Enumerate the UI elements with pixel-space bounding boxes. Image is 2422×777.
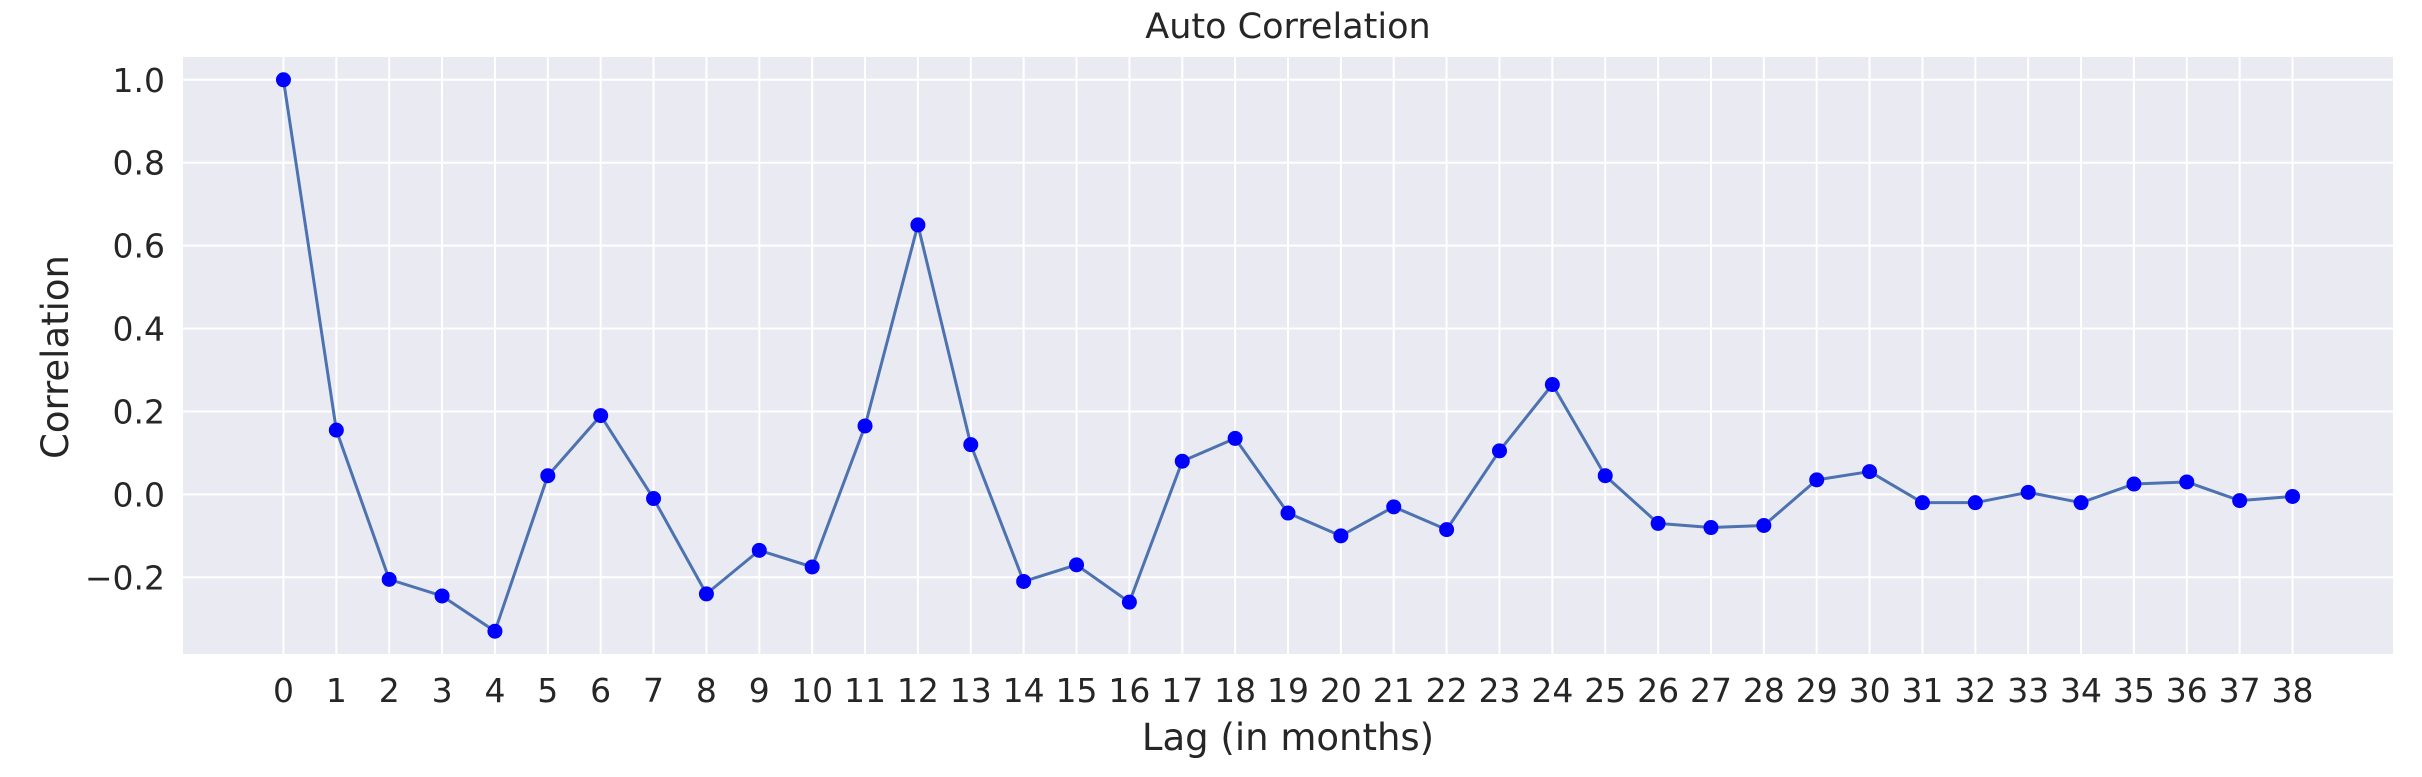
y-tick-label: 1.0 bbox=[113, 61, 165, 100]
data-point bbox=[751, 542, 767, 558]
data-point bbox=[1862, 464, 1878, 480]
data-point bbox=[1703, 520, 1719, 536]
data-point bbox=[487, 623, 503, 639]
data-point bbox=[857, 418, 873, 434]
data-point bbox=[2073, 495, 2089, 511]
x-tick-label: 18 bbox=[1214, 671, 1256, 710]
x-tick-label: 38 bbox=[2272, 671, 2314, 710]
data-point bbox=[1650, 515, 1666, 531]
y-tick-label: 0.8 bbox=[113, 144, 165, 183]
x-tick-label: 0 bbox=[273, 671, 294, 710]
y-tick-label: 0.0 bbox=[113, 475, 165, 514]
data-point bbox=[275, 72, 291, 88]
x-tick-label: 1 bbox=[326, 671, 347, 710]
x-tick-label: 36 bbox=[2166, 671, 2208, 710]
x-tick-label: 20 bbox=[1320, 671, 1362, 710]
x-tick-label: 16 bbox=[1108, 671, 1150, 710]
x-tick-label: 29 bbox=[1796, 671, 1838, 710]
data-point bbox=[646, 491, 662, 507]
data-point bbox=[804, 559, 820, 575]
x-tick-label: 35 bbox=[2113, 671, 2155, 710]
x-tick-label: 30 bbox=[1849, 671, 1891, 710]
x-tick-label: 9 bbox=[749, 671, 770, 710]
x-tick-label: 23 bbox=[1478, 671, 1520, 710]
x-tick-label: 21 bbox=[1373, 671, 1415, 710]
x-tick-label: 11 bbox=[844, 671, 886, 710]
x-tick-label: 32 bbox=[1954, 671, 1996, 710]
data-point bbox=[1174, 453, 1190, 469]
data-point bbox=[1544, 377, 1560, 393]
series-layer bbox=[275, 72, 2301, 639]
x-axis-label: Lag (in months) bbox=[1142, 716, 1434, 759]
x-tick-label: 14 bbox=[1003, 671, 1045, 710]
data-point bbox=[1967, 495, 1983, 511]
data-point bbox=[1227, 430, 1243, 446]
data-point bbox=[593, 408, 609, 424]
x-tick-label: 19 bbox=[1267, 671, 1309, 710]
data-point bbox=[1069, 557, 1085, 573]
x-tick-label: 26 bbox=[1637, 671, 1679, 710]
data-point bbox=[1386, 499, 1402, 515]
x-tick-label: 34 bbox=[2060, 671, 2102, 710]
data-point bbox=[1280, 505, 1296, 521]
x-tick-label: 12 bbox=[897, 671, 939, 710]
data-point bbox=[1914, 495, 1930, 511]
x-tick-label: 22 bbox=[1426, 671, 1468, 710]
data-point bbox=[2126, 476, 2142, 492]
data-point bbox=[328, 422, 344, 438]
x-tick-label: 4 bbox=[484, 671, 505, 710]
data-point bbox=[1121, 594, 1137, 610]
y-tick-label: 0.2 bbox=[113, 392, 165, 431]
data-point bbox=[2020, 484, 2036, 500]
x-tick-label: 27 bbox=[1690, 671, 1732, 710]
y-tick-labels: −0.2 0.0 0.2 0.4 0.6 0.8 1.0 bbox=[85, 61, 165, 597]
data-point bbox=[698, 586, 714, 602]
x-tick-label: 8 bbox=[696, 671, 717, 710]
data-point bbox=[1809, 472, 1825, 488]
data-point bbox=[434, 588, 450, 604]
y-axis-label: Correlation bbox=[34, 255, 77, 459]
data-point bbox=[963, 437, 979, 453]
data-point bbox=[1491, 443, 1507, 459]
x-tick-label: 10 bbox=[791, 671, 833, 710]
x-tick-label: 17 bbox=[1161, 671, 1203, 710]
x-tick-label: 3 bbox=[432, 671, 453, 710]
data-point bbox=[2285, 488, 2301, 504]
x-tick-label: 15 bbox=[1056, 671, 1098, 710]
data-point bbox=[1333, 528, 1349, 544]
x-tick-label: 5 bbox=[537, 671, 558, 710]
y-tick-label: 0.4 bbox=[113, 310, 165, 349]
x-tick-label: 13 bbox=[950, 671, 992, 710]
data-point bbox=[2232, 493, 2248, 509]
data-point bbox=[2179, 474, 2195, 490]
x-tick-label: 25 bbox=[1584, 671, 1626, 710]
data-point bbox=[1439, 522, 1455, 538]
y-tick-label: 0.6 bbox=[113, 227, 165, 266]
data-point bbox=[1597, 468, 1613, 484]
data-point bbox=[1756, 517, 1772, 533]
data-point bbox=[1016, 573, 1032, 589]
x-tick-label: 33 bbox=[2007, 671, 2049, 710]
data-point bbox=[540, 468, 556, 484]
x-tick-label: 24 bbox=[1531, 671, 1573, 710]
x-tick-labels: 0 1 2 3 4 5 6 7 8 9 10 11 12 13 14 15 16 17 18 19 20 21 22 23 24… bbox=[273, 671, 2314, 710]
data-point bbox=[381, 571, 397, 587]
x-tick-label: 6 bbox=[590, 671, 611, 710]
chart-title: Auto Correlation bbox=[1145, 7, 1430, 47]
grid-lines bbox=[183, 57, 2393, 654]
x-tick-label: 2 bbox=[379, 671, 400, 710]
y-tick-label: −0.2 bbox=[85, 558, 165, 597]
x-tick-label: 37 bbox=[2219, 671, 2261, 710]
data-point bbox=[910, 217, 926, 233]
x-tick-label: 7 bbox=[643, 671, 664, 710]
x-tick-label: 31 bbox=[1901, 671, 1943, 710]
x-tick-label: 28 bbox=[1743, 671, 1785, 710]
